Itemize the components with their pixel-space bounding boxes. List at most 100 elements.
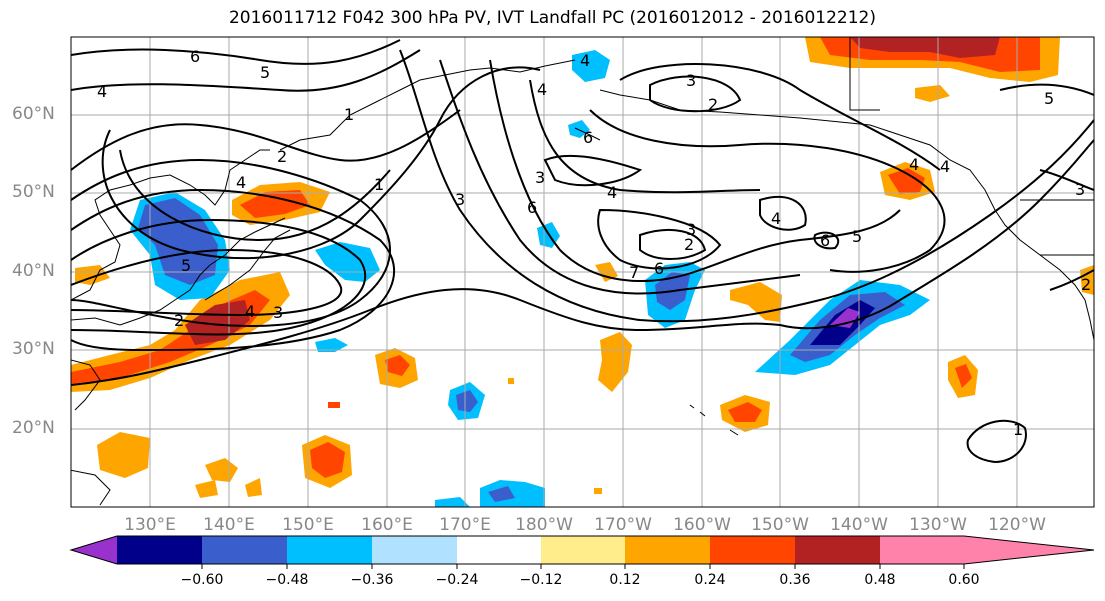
positive-anomaly-region xyxy=(598,332,632,392)
map-title: 2016011712 F042 300 hPa PV, IVT Landfall… xyxy=(228,8,876,28)
contour-label: 2 xyxy=(1081,275,1091,294)
negative-anomaly-region xyxy=(488,486,515,502)
colorbar-swatch xyxy=(117,536,202,564)
lon-label: 160°E xyxy=(361,515,413,535)
contour-label: 4 xyxy=(607,183,617,202)
colorbar-extend-max xyxy=(964,536,1094,564)
contour-label: 5 xyxy=(852,227,862,246)
contour-label: 4 xyxy=(580,51,590,70)
lon-label: 170°W xyxy=(594,515,652,535)
lon-label: 180°W xyxy=(515,515,573,535)
contour-label: 4 xyxy=(236,173,246,192)
contour-label: 6 xyxy=(583,128,593,147)
contour-label: 4 xyxy=(940,157,950,176)
lon-label: 150°W xyxy=(751,515,809,535)
contour-label: 5 xyxy=(181,256,191,275)
lat-label: 30°N xyxy=(12,339,55,359)
negative-anomaly-region xyxy=(315,338,348,352)
colorbar-swatch xyxy=(880,536,964,564)
colorbar-swatch xyxy=(202,536,287,564)
positive-anomaly-region xyxy=(328,402,340,408)
contour-label: 5 xyxy=(260,63,270,82)
colorbar-swatch xyxy=(710,536,795,564)
colorbar-tick-label: −0.12 xyxy=(519,572,563,588)
positive-anomaly-region xyxy=(915,85,950,102)
colorbar-swatch xyxy=(541,536,625,564)
colorbar-tick-label: −0.60 xyxy=(180,572,224,588)
positive-anomaly-region xyxy=(205,458,238,482)
contour-label: 4 xyxy=(537,80,547,99)
graticule xyxy=(71,37,1094,507)
positive-anomaly-region xyxy=(888,168,925,194)
contour-label: 4 xyxy=(771,209,781,228)
contour-label: 2 xyxy=(684,235,694,254)
colorbar-tick-label: −0.48 xyxy=(265,572,309,588)
positive-anomaly-region xyxy=(728,402,762,422)
colorbar-tick-label: 0.24 xyxy=(694,572,726,588)
colorbar-swatch xyxy=(625,536,710,564)
contour-label: 1 xyxy=(344,105,354,124)
colorbar-swatch xyxy=(287,536,372,564)
colorbar-swatch xyxy=(795,536,880,564)
negative-anomaly-region xyxy=(456,390,478,412)
positive-anomaly-region xyxy=(195,480,218,498)
contour-label: 3 xyxy=(455,190,465,209)
colorbar-tick-label: 0.48 xyxy=(864,572,896,588)
contour-label: 5 xyxy=(1044,89,1054,108)
lon-label: 170°E xyxy=(439,515,491,535)
contour-label: 3 xyxy=(686,71,696,90)
contour-label: 3 xyxy=(535,168,545,187)
map-frame xyxy=(70,36,1095,508)
positive-anomaly-region xyxy=(594,488,602,494)
positive-anomaly-region xyxy=(97,432,150,478)
contour-label: 2 xyxy=(708,95,718,114)
colorbar-tick-label: 0.12 xyxy=(609,572,641,588)
negative-anomaly-region xyxy=(830,308,860,328)
contour-label: 3 xyxy=(1075,180,1085,199)
contour-label: 2 xyxy=(174,311,184,330)
lon-label: 120°W xyxy=(988,515,1046,535)
positive-anomaly-region xyxy=(385,355,410,376)
lon-label: 130°E xyxy=(124,515,176,535)
lat-label: 40°N xyxy=(12,261,55,281)
positive-anomaly-region xyxy=(240,190,310,218)
negative-anomaly-region xyxy=(435,497,470,507)
contour-label: 3 xyxy=(273,303,283,322)
contour-label: 6 xyxy=(190,47,200,66)
positive-anomaly-region xyxy=(245,478,262,497)
lon-label: 140°W xyxy=(830,515,888,535)
positive-anomaly-region xyxy=(850,37,1000,58)
colorbar-tick-label: −0.24 xyxy=(435,572,479,588)
lon-label: 140°E xyxy=(203,515,255,535)
contour-labels: 6 5 4 1 2 1 3 5 4 3 2 4 3 6 2 3 4 6 7 6 … xyxy=(97,47,1091,439)
colorbar-tick-label: 0.36 xyxy=(779,572,811,588)
contour-label: 1 xyxy=(1013,420,1023,439)
lon-label: 160°W xyxy=(673,515,731,535)
lon-label: 130°W xyxy=(909,515,967,535)
contour-label: 6 xyxy=(527,198,537,217)
positive-anomaly-region xyxy=(508,378,514,384)
negative-anomaly-region xyxy=(315,242,380,282)
contour-label: 3 xyxy=(686,220,696,239)
pv-contours xyxy=(71,39,1094,464)
colorbar-swatch xyxy=(372,536,457,564)
negative-anomaly-region xyxy=(572,50,610,82)
contour-label: 1 xyxy=(374,175,384,194)
colorbar-tick-label: −0.36 xyxy=(350,572,394,588)
lon-label: 150°E xyxy=(282,515,334,535)
positive-anomaly-region xyxy=(955,364,972,388)
contour-label: 4 xyxy=(245,302,255,321)
colorbar-swatch xyxy=(457,536,541,564)
contour-label: 7 xyxy=(629,263,639,282)
contour-label: 6 xyxy=(820,231,830,250)
lat-label: 60°N xyxy=(12,104,55,124)
contour-label: 6 xyxy=(654,259,664,278)
colorbar-extend-min xyxy=(71,536,117,564)
contour-label: 4 xyxy=(909,155,919,174)
lat-label: 20°N xyxy=(12,418,55,438)
negative-anomaly-region xyxy=(568,120,590,138)
lat-label: 50°N xyxy=(12,182,55,202)
contour-label: 4 xyxy=(97,82,107,101)
anomaly-fills xyxy=(71,37,1094,507)
